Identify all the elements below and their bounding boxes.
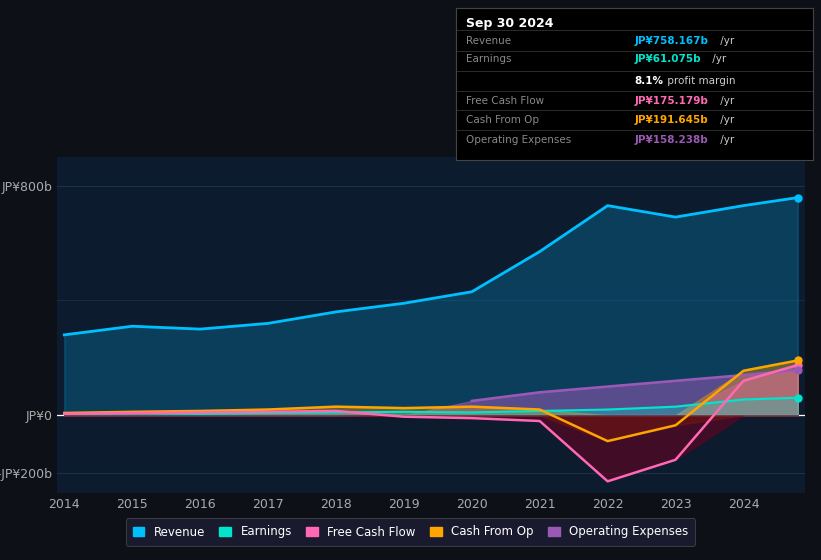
Text: /yr: /yr bbox=[709, 54, 727, 64]
Text: JP¥175.179b: JP¥175.179b bbox=[635, 96, 708, 106]
Text: JP¥758.167b: JP¥758.167b bbox=[635, 36, 709, 46]
Text: JP¥158.238b: JP¥158.238b bbox=[635, 135, 708, 145]
Text: /yr: /yr bbox=[717, 96, 734, 106]
Legend: Revenue, Earnings, Free Cash Flow, Cash From Op, Operating Expenses: Revenue, Earnings, Free Cash Flow, Cash … bbox=[126, 519, 695, 545]
Text: Operating Expenses: Operating Expenses bbox=[466, 135, 571, 145]
Text: profit margin: profit margin bbox=[664, 76, 736, 86]
Text: /yr: /yr bbox=[717, 135, 734, 145]
Text: 8.1%: 8.1% bbox=[635, 76, 663, 86]
Text: /yr: /yr bbox=[717, 36, 734, 46]
Text: Earnings: Earnings bbox=[466, 54, 511, 64]
Text: Revenue: Revenue bbox=[466, 36, 511, 46]
Text: JP¥61.075b: JP¥61.075b bbox=[635, 54, 701, 64]
Text: /yr: /yr bbox=[717, 115, 734, 125]
Text: JP¥191.645b: JP¥191.645b bbox=[635, 115, 708, 125]
Text: Free Cash Flow: Free Cash Flow bbox=[466, 96, 544, 106]
Text: Sep 30 2024: Sep 30 2024 bbox=[466, 17, 554, 30]
Text: Cash From Op: Cash From Op bbox=[466, 115, 539, 125]
